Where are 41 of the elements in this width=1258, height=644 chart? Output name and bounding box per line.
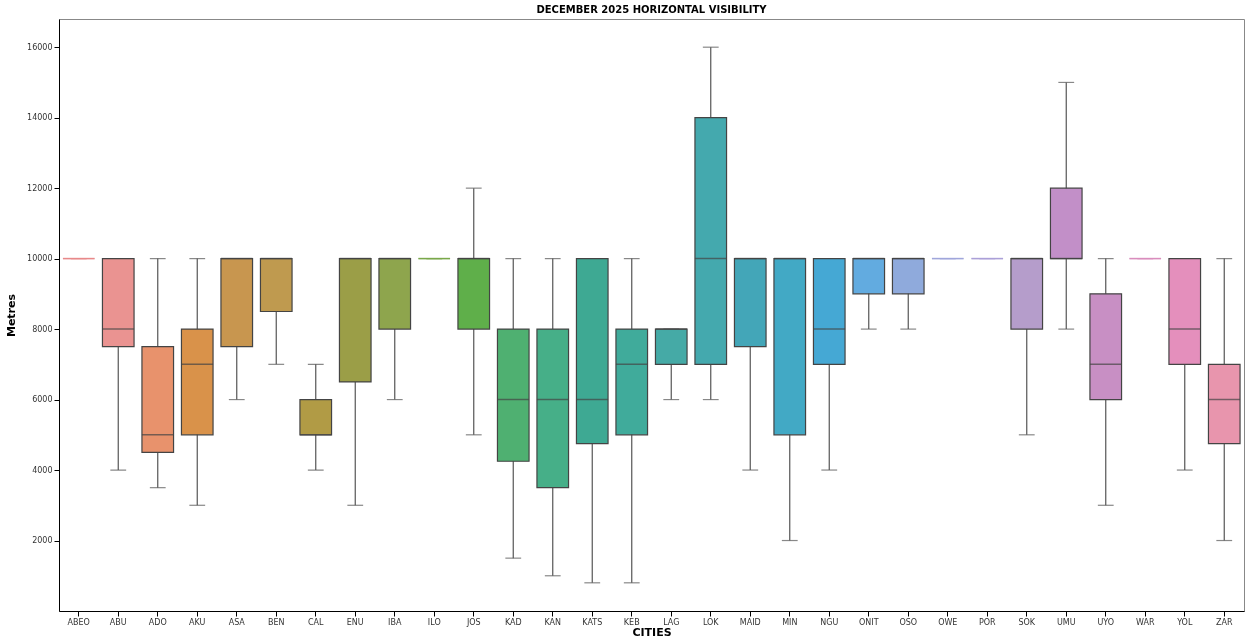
x-tick-label: WAR — [1135, 617, 1155, 627]
x-tick-label: ENU — [346, 617, 364, 627]
y-axis-title: Metres — [5, 293, 19, 338]
x-tick-label: KAN — [544, 617, 562, 627]
x-tick-label: LOK — [702, 617, 720, 627]
x-tick-label: ABU — [109, 617, 127, 627]
x-tick-label: POR — [978, 617, 997, 627]
y-tick-label: 2000 — [32, 536, 53, 546]
x-axis-title: CITIES — [632, 625, 672, 639]
x-tick-label: ADO — [148, 617, 167, 627]
x-tick-label: ZAR — [1215, 617, 1233, 627]
y-tick-label: 16000 — [27, 42, 53, 52]
chart-title: DECEMBER 2025 HORIZONTAL VISIBILITY — [536, 4, 768, 15]
x-tick-label: ASA — [228, 617, 246, 627]
x-tick-label: KEB — [623, 617, 640, 627]
x-tick-label: ABEO — [67, 617, 90, 627]
x-tick-label: LAG — [663, 617, 680, 627]
y-tick-label: 4000 — [32, 465, 53, 475]
x-tick-label: MAID — [739, 617, 761, 627]
x-tick-label: KATS — [582, 617, 603, 627]
x-tick-label: UYO — [1097, 617, 1115, 627]
y-tick-label: 10000 — [27, 254, 53, 264]
x-tick-label: OWE — [938, 617, 958, 627]
x-tick-label: SOK — [1018, 617, 1036, 627]
x-tick-label: OSO — [899, 617, 918, 627]
x-tick-label: ILO — [427, 617, 441, 627]
x-tick-label: IBA — [388, 617, 402, 627]
x-tick-label: BEN — [267, 617, 285, 627]
y-tick-label: 6000 — [32, 395, 53, 405]
x-tick-label: YOL — [1176, 617, 1193, 627]
x-tick-label: AKU — [189, 617, 206, 627]
y-tick-label: 14000 — [27, 113, 53, 123]
x-tick-label: MIN — [782, 617, 798, 627]
x-tick-label: NGU — [820, 617, 839, 627]
y-tick-label: 12000 — [27, 183, 53, 193]
x-tick-label: CAL — [307, 617, 325, 627]
x-tick-label: ONIT — [858, 617, 879, 627]
x-tick-label: UMU — [1056, 617, 1076, 627]
x-tick-label: JOS — [465, 617, 481, 627]
y-tick-label: 8000 — [32, 324, 53, 334]
x-tick-label: KAD — [504, 617, 522, 627]
